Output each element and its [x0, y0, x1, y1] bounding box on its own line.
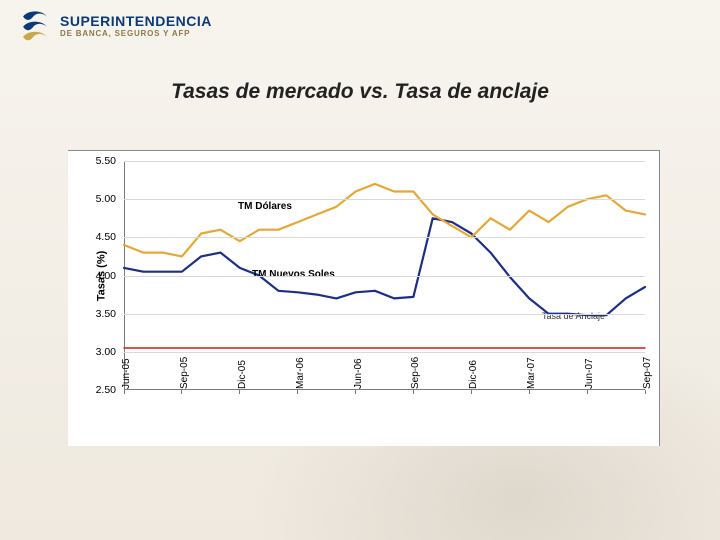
series-label-dolares: TM Dólares: [238, 201, 292, 212]
y-tick-label: 5.00: [76, 193, 116, 205]
chart-plot-area: Tasas (%) TM Dólares TM Nuevos Soles Tas…: [124, 161, 645, 390]
brand-main: SUPERINTENDENCIA: [60, 13, 212, 29]
gridline: [124, 161, 645, 162]
y-tick-label: 5.50: [76, 155, 116, 167]
x-tick-label: Sep-06: [410, 357, 421, 389]
brand-text: SUPERINTENDENCIA DE BANCA, SEGUROS Y AFP: [60, 13, 212, 38]
y-tick-label: 3.50: [76, 308, 116, 320]
x-tick-label: Mar-06: [295, 357, 306, 389]
x-tick: [471, 390, 472, 394]
x-tick-label: Sep-07: [642, 357, 653, 389]
x-tick-label: Dic-05: [237, 360, 248, 389]
x-tick-label: Mar-07: [526, 357, 537, 389]
header: SUPERINTENDENCIA DE BANCA, SEGUROS Y AFP: [18, 8, 212, 42]
gridline: [124, 237, 645, 238]
series-label-anclaje: Tasa de Anclaje: [542, 311, 605, 321]
sbs-logo-icon: [18, 8, 52, 42]
x-tick: [413, 390, 414, 394]
x-tick-label: Jun-07: [584, 358, 595, 389]
x-tick: [239, 390, 240, 394]
series-dolares: [124, 184, 645, 257]
x-tick: [297, 390, 298, 394]
y-tick-label: 3.00: [76, 346, 116, 358]
x-tick: [181, 390, 182, 394]
x-tick: [355, 390, 356, 394]
main-title: Tasas de mercado vs. Tasa de anclaje: [0, 80, 720, 104]
x-tick: [529, 390, 530, 394]
gridline: [124, 352, 645, 353]
x-tick-label: Jun-06: [353, 358, 364, 389]
gridline: [124, 199, 645, 200]
x-tick: [645, 390, 646, 394]
brand-sub: DE BANCA, SEGUROS Y AFP: [60, 29, 212, 38]
series-label-soles: TM Nuevos Soles: [252, 269, 335, 280]
gridline: [124, 276, 645, 277]
x-tick: [124, 390, 125, 394]
x-tick-label: Jun-05: [121, 358, 132, 389]
gridline: [124, 314, 645, 315]
y-tick-label: 4.00: [76, 270, 116, 282]
x-tick-label: Dic-06: [468, 360, 479, 389]
chart-container: Tasas (%) TM Dólares TM Nuevos Soles Tas…: [68, 150, 660, 446]
x-tick-label: Sep-05: [179, 357, 190, 389]
y-tick-label: 4.50: [76, 231, 116, 243]
y-tick-label: 2.50: [76, 384, 116, 396]
x-tick: [587, 390, 588, 394]
